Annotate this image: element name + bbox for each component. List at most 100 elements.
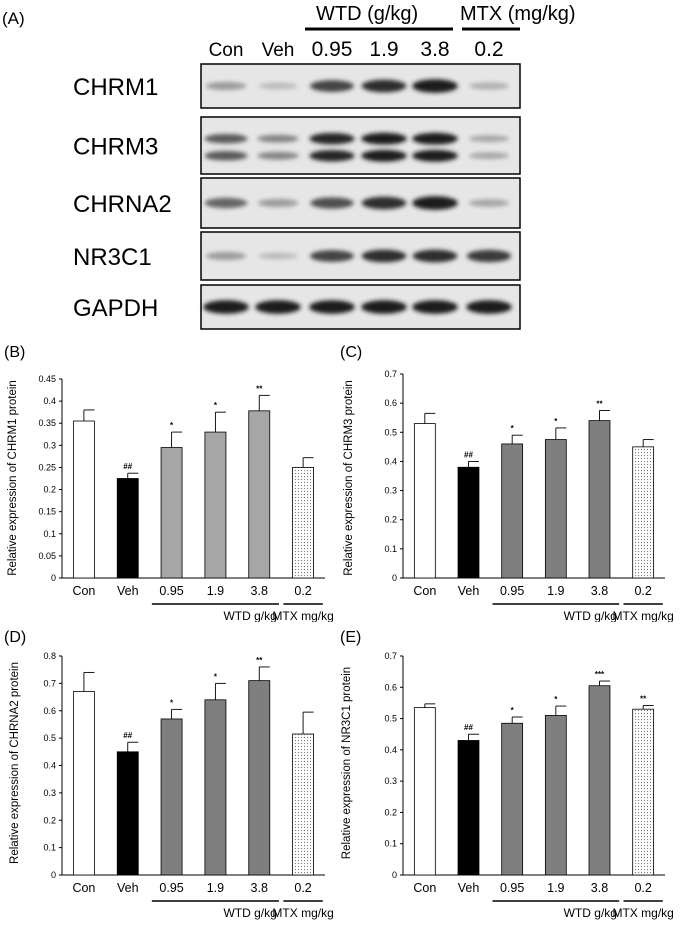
- group-label-mtx: MTX mg/kg: [612, 609, 673, 622]
- significance-mark: *: [511, 424, 515, 433]
- x-tick-label: 0.2: [634, 881, 651, 895]
- blot-membrane: [200, 63, 521, 109]
- x-tick-label: Con: [413, 584, 436, 598]
- protein-band: [310, 250, 354, 262]
- protein-band: [361, 300, 407, 314]
- y-tick-label: 0.4: [384, 745, 397, 755]
- protein-band: [257, 134, 299, 143]
- lane-label: 1.9: [369, 38, 398, 61]
- protein-band: [257, 151, 299, 160]
- y-tick-label: 0.1: [384, 544, 397, 554]
- bar: [501, 443, 524, 579]
- protein-band: [310, 197, 354, 209]
- y-axis-label: Relative expression of CHRM1 protein: [7, 380, 19, 576]
- bar: [116, 478, 139, 579]
- x-tick-label: Veh: [117, 584, 139, 598]
- significance-mark: ##: [123, 462, 132, 471]
- x-tick-label: Con: [72, 584, 95, 598]
- bar: [292, 733, 315, 876]
- protein-band: [412, 249, 458, 263]
- significance-mark: *: [554, 695, 558, 704]
- bar: [457, 466, 480, 579]
- protein-band: [258, 82, 298, 90]
- significance-mark: **: [256, 384, 263, 393]
- group-label-wtd: WTD g/kg: [223, 906, 276, 920]
- x-tick-label: 0.95: [159, 584, 183, 598]
- protein-band: [204, 197, 248, 209]
- x-tick-label: 0.2: [634, 584, 651, 598]
- protein-band: [412, 196, 458, 210]
- y-tick-label: 0.35: [38, 418, 56, 428]
- y-tick-label: 0.4: [384, 456, 397, 466]
- bar: [544, 439, 567, 579]
- y-tick-label: 0.8: [43, 651, 56, 661]
- y-tick-label: 0: [392, 573, 397, 583]
- panel-label: (D): [4, 629, 26, 646]
- protein-band: [468, 152, 510, 160]
- protein-label: CHRM3: [73, 134, 158, 161]
- bar: [544, 715, 567, 876]
- significance-mark: **: [596, 399, 603, 408]
- group-label-wtd: WTD g/kg: [564, 609, 617, 622]
- y-tick-label: 0: [51, 573, 56, 583]
- x-tick-label: 3.8: [251, 881, 268, 895]
- protein-band: [468, 199, 510, 207]
- significance-mark: ##: [464, 723, 473, 732]
- bar: [160, 718, 183, 876]
- panel-label: (B): [4, 344, 25, 361]
- protein-band: [203, 300, 249, 314]
- y-tick-label: 0.7: [384, 369, 397, 379]
- group-label-mtx: MTX mg/kg: [612, 906, 673, 920]
- bar: [588, 685, 611, 876]
- y-tick-label: 0.4: [43, 761, 56, 771]
- y-tick-label: 0.25: [38, 462, 56, 472]
- x-tick-label: Veh: [117, 881, 139, 895]
- y-axis-label: Relative expression of CHRNA2 protein: [9, 662, 21, 864]
- protein-band: [361, 132, 407, 145]
- group-label-mtx: MTX mg/kg: [272, 906, 333, 920]
- blot-row: CHRM3: [73, 116, 521, 175]
- x-tick-label: 1.9: [207, 584, 224, 598]
- chart-b-chrm1: (B) Relative expression of CHRM1 protein 0…: [4, 344, 334, 622]
- bar: [72, 691, 95, 876]
- y-tick-label: 0.1: [43, 529, 56, 539]
- significance-mark: *: [214, 672, 218, 681]
- bar: [501, 722, 524, 876]
- y-tick-label: 0.3: [43, 440, 56, 450]
- chart-c-chrm3: (C) Relative expression of CHRM3 protein 0…: [340, 344, 674, 622]
- bar: [248, 410, 271, 579]
- chart-e-nr3c1: (E) Relative expression of NR3C1 protein 0…: [340, 629, 674, 920]
- protein-band: [412, 132, 458, 145]
- protein-band: [412, 300, 458, 314]
- group-label-mtx: MTX mg/kg: [272, 609, 333, 622]
- y-tick-label: 0.7: [384, 651, 397, 661]
- bar: [632, 446, 655, 579]
- significance-mark: **: [256, 656, 263, 665]
- y-tick-label: 0.5: [384, 714, 397, 724]
- x-tick-label: 1.9: [207, 881, 224, 895]
- protein-band: [257, 198, 299, 208]
- protein-band: [361, 79, 407, 93]
- y-tick-label: 0: [51, 870, 56, 880]
- blot-row: NR3C1: [73, 231, 521, 281]
- blot-rows: CHRM1 CHRM3 CHRNA2 NR3C1 GAPDH: [73, 63, 521, 330]
- y-tick-label: 0.6: [43, 706, 56, 716]
- protein-band: [204, 151, 248, 161]
- x-tick-label: 0.2: [294, 584, 311, 598]
- x-tick-label: 3.8: [591, 584, 608, 598]
- bar: [632, 708, 655, 876]
- x-tick-label: Veh: [458, 881, 480, 895]
- x-tick-label: Con: [413, 881, 436, 895]
- y-tick-label: 0.2: [43, 485, 56, 495]
- protein-band: [255, 300, 301, 314]
- bar: [248, 680, 271, 876]
- blot-row: CHRNA2: [73, 177, 521, 229]
- lane-label: 3.8: [420, 38, 449, 61]
- x-tick-label: Con: [72, 881, 95, 895]
- significance-mark: *: [170, 698, 174, 707]
- protein-label: CHRM1: [73, 74, 158, 101]
- protein-band: [258, 252, 298, 260]
- x-tick-label: 3.8: [251, 584, 268, 598]
- y-tick-label: 0.3: [384, 776, 397, 786]
